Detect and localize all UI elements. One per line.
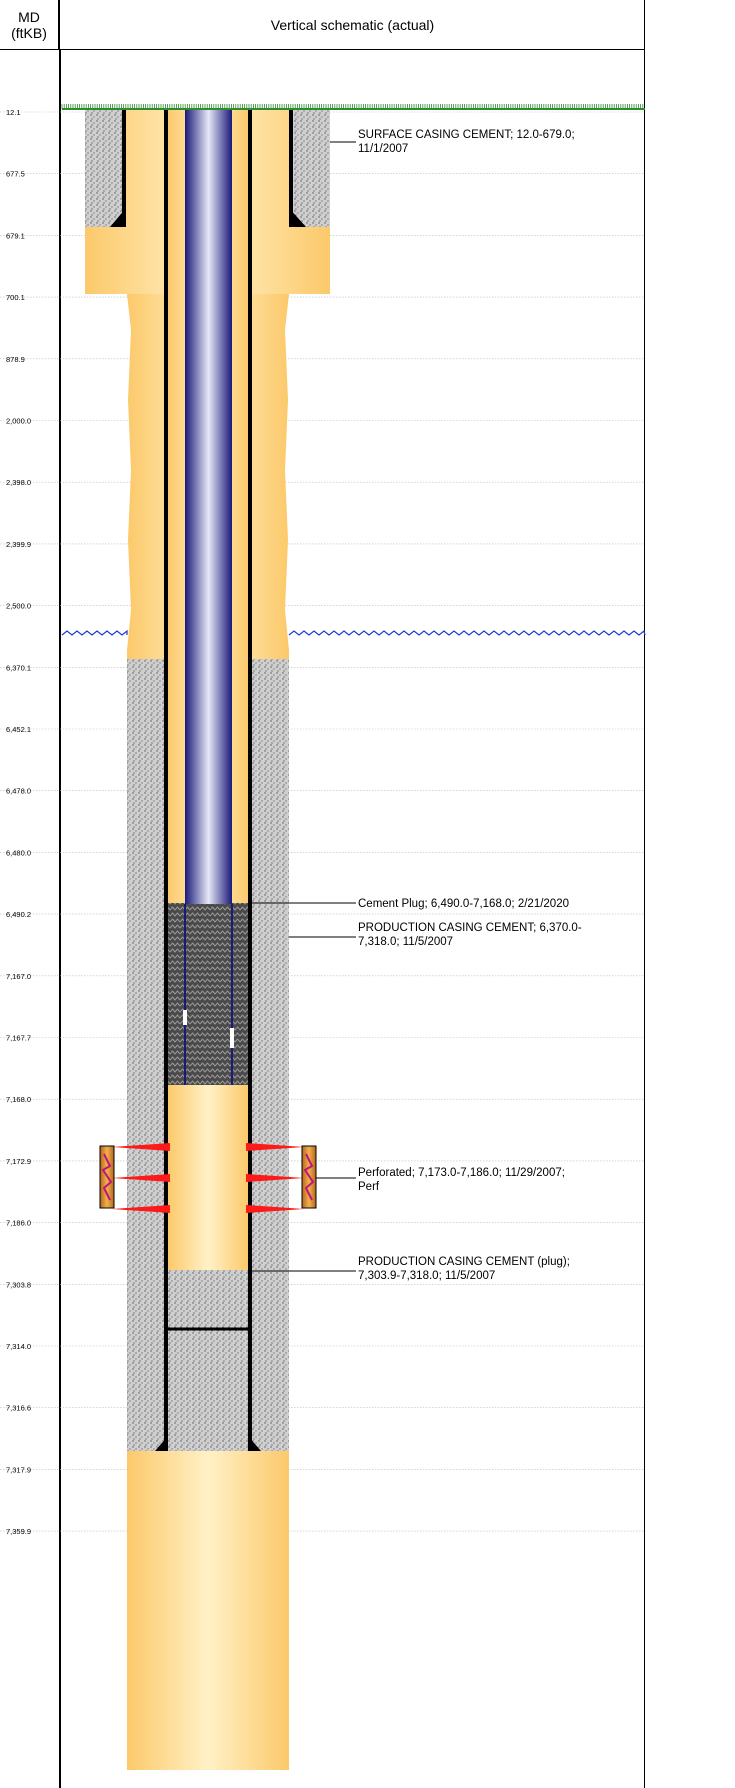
tubing-gap-left	[183, 1010, 187, 1025]
depth-label: 7,168.0	[6, 1095, 31, 1104]
depth-labels: 12.1 677.5 679.1 700.1 878.9 2,000.0 2,398.0 2,…	[6, 108, 31, 1536]
depth-label: 7,317.9	[6, 1465, 31, 1474]
ground-surface-line	[62, 104, 645, 109]
annotation-perforated-line1: Perforated; 7,173.0-7,186.0; 11/29/2007;	[358, 1167, 565, 1179]
depth-label: 7,167.0	[6, 972, 31, 981]
cement-plug	[167, 903, 249, 1085]
depth-label: 7,316.6	[6, 1404, 31, 1413]
depth-label: 2,000.0	[6, 417, 31, 426]
depth-label: 700.1	[6, 293, 25, 302]
depth-label: 7,186.0	[6, 1219, 31, 1228]
depth-label: 6,480.0	[6, 848, 31, 857]
depth-label: 7,172.9	[6, 1157, 31, 1166]
break-wave-segment	[62, 631, 127, 635]
depth-label: 878.9	[6, 355, 25, 364]
prod-cement-plug	[167, 1270, 249, 1451]
depth-label: 677.5	[6, 170, 25, 179]
annotation-prod-cement-plug-line1: PRODUCTION CASING CEMENT (plug);	[358, 1256, 570, 1268]
annotation-surface-cement-line2: 11/1/2007	[358, 143, 408, 155]
depth-label: 679.1	[6, 231, 25, 240]
depth-grid-lines	[0, 112, 645, 1531]
depth-label: 6,452.1	[6, 725, 31, 734]
prod-cement-right	[251, 659, 289, 1451]
annotation-prod-cement-line1: PRODUCTION CASING CEMENT; 6,370.0-	[358, 922, 582, 934]
depth-label: 7,314.0	[6, 1342, 31, 1351]
depth-label: 6,370.1	[6, 663, 31, 672]
annotation-cement-plug: Cement Plug; 6,490.0-7,168.0; 2/21/2020	[358, 898, 569, 910]
depth-label: 2,500.0	[6, 602, 31, 611]
annotation-prod-cement-line2: 7,318.0; 11/5/2007	[358, 936, 453, 948]
annotation-prod-cement-plug-line2: 7,303.9-7,318.0; 11/5/2007	[358, 1270, 495, 1282]
depth-label: 7,359.9	[6, 1527, 31, 1536]
surface-cement-left	[85, 109, 123, 227]
annotation-surface-cement-line1: SURFACE CASING CEMENT; 12.0-679.0;	[358, 129, 575, 141]
annotation-perforated-line2: Perf	[358, 1181, 380, 1193]
depth-label: 2,399.9	[6, 540, 31, 549]
break-wave-segment	[289, 631, 645, 635]
depth-label: 12.1	[6, 108, 21, 117]
prod-cement-left	[127, 659, 165, 1451]
tubing	[185, 109, 232, 904]
depth-label: 6,478.0	[6, 787, 31, 796]
annotations: SURFACE CASING CEMENT; 12.0-679.0; 11/1/…	[358, 129, 582, 1282]
depth-label: 2,398.0	[6, 478, 31, 487]
depth-label: 6,490.2	[6, 910, 31, 919]
depth-label: 7,303.8	[6, 1280, 31, 1289]
tubing-gap-right	[230, 1028, 234, 1048]
depth-label: 7,167.7	[6, 1034, 31, 1043]
surface-cement-right	[292, 109, 330, 227]
